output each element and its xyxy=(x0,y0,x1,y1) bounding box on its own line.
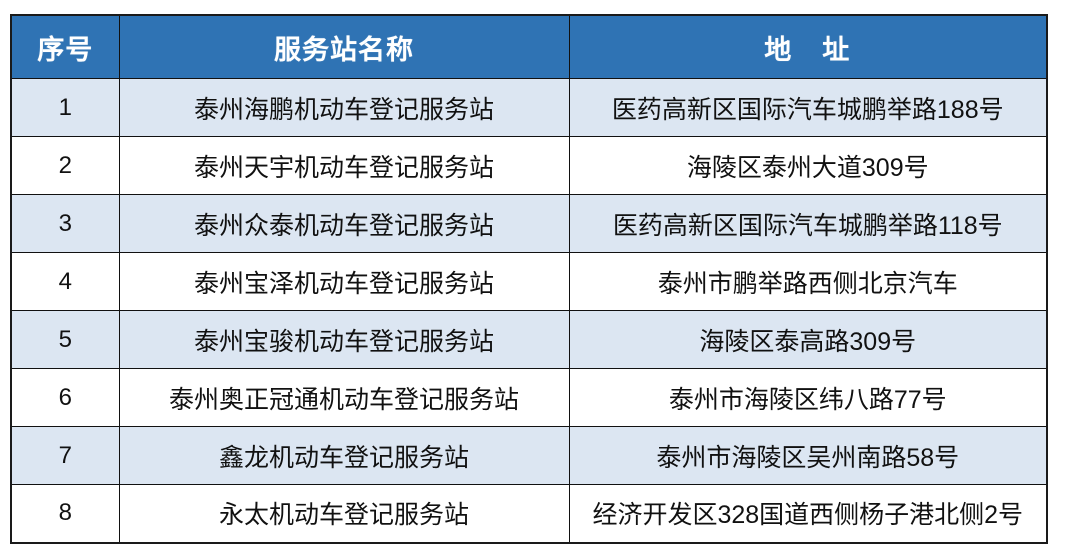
cell-station-name: 鑫龙机动车登记服务站 xyxy=(118,426,570,485)
cell-index: 7 xyxy=(10,426,120,485)
cell-address: 医药高新区国际汽车城鹏举路188号 xyxy=(568,78,1048,137)
table-body: 1 泰州海鹏机动车登记服务站 医药高新区国际汽车城鹏举路188号 2 泰州天宇机动车登记… xyxy=(10,78,1048,543)
cell-address: 海陵区泰州大道309号 xyxy=(568,136,1048,195)
table-row: 3 泰州众泰机动车登记服务站 医药高新区国际汽车城鹏举路118号 xyxy=(10,194,1048,253)
cell-station-name: 泰州宝骏机动车登记服务站 xyxy=(118,310,570,369)
table-row: 2 泰州天宇机动车登记服务站 海陵区泰州大道309号 xyxy=(10,136,1048,195)
column-header-address: 地 址 xyxy=(568,14,1048,79)
cell-index: 3 xyxy=(10,194,120,253)
cell-index: 6 xyxy=(10,368,120,427)
cell-station-name: 泰州奥正冠通机动车登记服务站 xyxy=(118,368,570,427)
cell-address: 泰州市海陵区吴州南路58号 xyxy=(568,426,1048,485)
cell-station-name: 泰州宝泽机动车登记服务站 xyxy=(118,252,570,311)
table-row: 5 泰州宝骏机动车登记服务站 海陵区泰高路309号 xyxy=(10,310,1048,369)
column-header-name: 服务站名称 xyxy=(118,14,570,79)
cell-address: 医药高新区国际汽车城鹏举路118号 xyxy=(568,194,1048,253)
header-row: 序号 服务站名称 地 址 xyxy=(10,14,1048,79)
table-header: 序号 服务站名称 地 址 xyxy=(10,14,1048,79)
service-station-table: 序号 服务站名称 地 址 1 泰州海鹏机动车登记服务站 医药高新区国际汽车城鹏举路1… xyxy=(10,14,1048,544)
cell-station-name: 泰州天宇机动车登记服务站 xyxy=(118,136,570,195)
table-row: 7 鑫龙机动车登记服务站 泰州市海陵区吴州南路58号 xyxy=(10,426,1048,485)
table-container: 序号 服务站名称 地 址 1 泰州海鹏机动车登记服务站 医药高新区国际汽车城鹏举路1… xyxy=(10,14,1048,544)
table-row: 1 泰州海鹏机动车登记服务站 医药高新区国际汽车城鹏举路188号 xyxy=(10,78,1048,137)
cell-index: 8 xyxy=(10,484,120,543)
cell-index: 1 xyxy=(10,78,120,137)
table-row: 8 永太机动车登记服务站 经济开发区328国道西侧杨子港北侧2号 xyxy=(10,484,1048,543)
cell-station-name: 永太机动车登记服务站 xyxy=(118,484,570,543)
cell-station-name: 泰州众泰机动车登记服务站 xyxy=(118,194,570,253)
table-row: 6 泰州奥正冠通机动车登记服务站 泰州市海陵区纬八路77号 xyxy=(10,368,1048,427)
cell-station-name: 泰州海鹏机动车登记服务站 xyxy=(118,78,570,137)
cell-address: 泰州市海陵区纬八路77号 xyxy=(568,368,1048,427)
cell-index: 2 xyxy=(10,136,120,195)
cell-index: 4 xyxy=(10,252,120,311)
cell-address: 泰州市鹏举路西侧北京汽车 xyxy=(568,252,1048,311)
cell-address: 经济开发区328国道西侧杨子港北侧2号 xyxy=(568,484,1048,543)
cell-address: 海陵区泰高路309号 xyxy=(568,310,1048,369)
table-row: 4 泰州宝泽机动车登记服务站 泰州市鹏举路西侧北京汽车 xyxy=(10,252,1048,311)
column-header-index: 序号 xyxy=(10,14,120,79)
cell-index: 5 xyxy=(10,310,120,369)
